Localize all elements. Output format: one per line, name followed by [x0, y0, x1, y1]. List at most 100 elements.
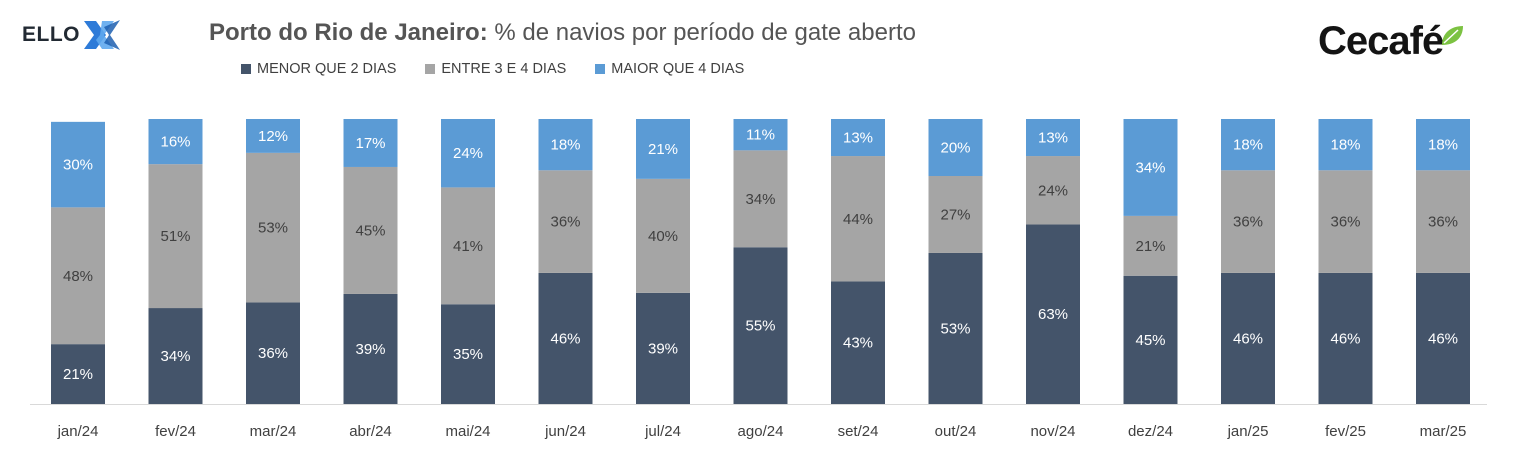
bar-segment	[928, 176, 983, 253]
x-tick-label: fev/25	[1325, 423, 1366, 440]
data-label: 43%	[843, 335, 873, 352]
bar-segment	[1221, 272, 1275, 404]
bar-segment	[1123, 215, 1178, 276]
bar-segment	[441, 119, 495, 188]
ello-logo: ELLO	[22, 18, 122, 52]
data-label: 36%	[1233, 214, 1263, 231]
bar-segment	[148, 164, 203, 309]
bar-segment	[636, 178, 690, 293]
bar-segment	[1123, 119, 1178, 216]
data-label: 30%	[63, 157, 93, 174]
x-tick-label: set/24	[838, 423, 879, 440]
x-tick-label: jul/24	[644, 423, 681, 440]
data-label: 46%	[1233, 330, 1263, 347]
bar-segment	[538, 119, 593, 171]
legend-swatch-entre	[425, 64, 436, 74]
bar-segment	[733, 119, 788, 151]
bar-segment	[1026, 224, 1080, 404]
bar-segment	[343, 293, 398, 404]
data-label: 24%	[1038, 182, 1068, 199]
data-label: 27%	[940, 206, 970, 223]
bar-segment	[246, 119, 300, 153]
bar-segment	[1318, 170, 1373, 273]
data-label: 18%	[550, 137, 580, 154]
x-tick-label: abr/24	[349, 423, 392, 440]
data-label: 48%	[63, 268, 93, 285]
x-tick-label: mai/24	[445, 423, 490, 440]
bar-segment	[733, 150, 788, 248]
chart-legend: MENOR QUE 2 DIAS ENTRE 3 E 4 DIAS MAIOR …	[241, 61, 744, 77]
bar-segment	[831, 119, 885, 157]
data-label: 12%	[258, 128, 288, 145]
bar-segment	[51, 344, 105, 404]
data-label: 53%	[258, 220, 288, 237]
data-label: 44%	[843, 211, 873, 228]
data-label: 36%	[550, 214, 580, 231]
bar-segment	[1416, 119, 1470, 171]
bar-segment	[1221, 119, 1275, 171]
bar-segment	[538, 272, 593, 404]
bar-segment	[51, 121, 105, 208]
bar-segment	[928, 119, 983, 176]
bar-segment	[148, 119, 203, 165]
legend-label-maior: MAIOR QUE 4 DIAS	[611, 61, 745, 77]
bar-segment	[1318, 272, 1373, 404]
data-label: 34%	[160, 348, 190, 365]
cecafe-logo: Cecafé	[1318, 16, 1465, 66]
data-label: 36%	[1428, 214, 1458, 231]
legend-item-entre: ENTRE 3 E 4 DIAS	[425, 61, 566, 77]
x-tick-label: jan/24	[57, 423, 99, 440]
bar-segment	[636, 292, 690, 404]
bar-segment	[1416, 272, 1470, 404]
bar-segment	[343, 119, 398, 167]
data-label: 11%	[746, 127, 775, 144]
bar-segment	[441, 304, 495, 404]
data-label: 17%	[355, 135, 385, 152]
bar-segment	[246, 302, 300, 404]
x-tick-label: nov/24	[1030, 423, 1075, 440]
data-label: 18%	[1233, 137, 1263, 154]
data-label: 41%	[453, 238, 483, 255]
x-tick-label: mar/25	[1420, 423, 1467, 440]
data-label: 21%	[63, 366, 93, 383]
legend-item-menor: MENOR QUE 2 DIAS	[241, 61, 396, 77]
legend-label-entre: ENTRE 3 E 4 DIAS	[441, 61, 567, 77]
data-label: 21%	[1135, 238, 1165, 255]
cecafe-logo-text: Cecafé	[1318, 18, 1444, 63]
bar-segment	[441, 187, 495, 305]
data-label: 40%	[648, 228, 678, 245]
bar-segment	[1318, 119, 1373, 171]
chart-title-rest: % de navios por período de gate aberto	[487, 19, 916, 46]
data-label: 18%	[1428, 137, 1458, 154]
legend-swatch-menor	[241, 64, 251, 74]
legend-swatch-maior	[595, 64, 606, 74]
bar-segment	[928, 252, 983, 404]
data-label: 20%	[940, 140, 970, 157]
x-tick-label: jan/25	[1227, 423, 1269, 440]
data-label: 21%	[648, 141, 678, 158]
bar-segment	[831, 281, 885, 404]
bar-segment	[1221, 170, 1275, 273]
bar-segment	[246, 152, 300, 303]
data-label: 46%	[1428, 330, 1458, 347]
bar-segment	[51, 207, 105, 345]
data-label: 24%	[453, 145, 483, 162]
bar-segment	[343, 166, 398, 294]
data-label: 46%	[550, 330, 580, 347]
bar-segment	[148, 308, 203, 404]
bar-segment	[1026, 156, 1080, 225]
bar-segment	[1026, 119, 1080, 157]
chart-title-bold: Porto do Rio de Janeiro:	[209, 19, 488, 46]
data-label: 45%	[1135, 332, 1165, 349]
ello-x-mark-icon	[84, 20, 120, 50]
data-label: 46%	[1330, 330, 1360, 347]
data-label: 51%	[160, 228, 190, 245]
leaf-icon	[1442, 26, 1464, 45]
bar-segment	[1416, 170, 1470, 273]
bar-segment	[1123, 275, 1178, 404]
x-tick-label: out/24	[935, 423, 977, 440]
data-label: 13%	[1038, 130, 1068, 147]
data-label: 16%	[160, 134, 190, 151]
ello-logo-text: ELLO	[22, 23, 80, 46]
